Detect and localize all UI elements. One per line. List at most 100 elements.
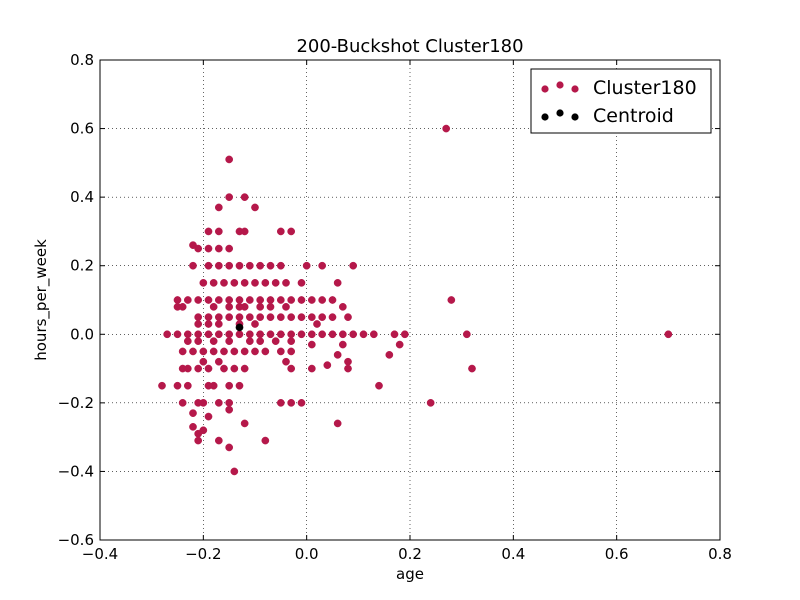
data-point [271,279,280,287]
data-point [235,330,244,339]
data-point [183,381,192,390]
data-point [178,347,187,356]
legend-entry: Cluster180 [541,77,697,99]
legend-box [530,68,712,134]
legend-marker [571,85,579,93]
data-point [194,364,203,373]
y-tick-label: 0.6 [70,120,94,138]
data-point [344,313,352,321]
data-points [158,124,673,476]
data-point [318,330,327,339]
data-point [307,296,316,304]
data-point [256,303,265,311]
data-point [385,351,394,359]
data-point [333,419,342,428]
data-point [173,381,182,390]
data-point [209,347,218,356]
data-point [235,381,244,390]
data-point [214,330,223,339]
data-point [199,426,208,435]
data-point [276,227,285,236]
data-point [225,330,234,339]
data-point [266,303,275,311]
data-point [287,313,296,321]
data-point [426,399,435,407]
data-point [333,351,342,359]
data-point [194,337,203,345]
data-point [287,399,296,407]
data-point [318,296,327,304]
data-point [318,261,327,270]
data-point [204,261,213,270]
data-point [266,296,275,304]
data-point [287,347,296,356]
data-point [318,313,327,321]
legend-entry: Centroid [541,105,674,127]
data-point [462,330,471,339]
legend-marker [556,81,564,89]
data-point [240,364,249,373]
y-tick-label: −0.2 [58,394,94,412]
data-point [173,330,182,339]
data-point [369,330,378,339]
data-point [266,330,275,339]
data-point [307,340,316,349]
data-point [302,261,311,270]
data-point [245,261,254,270]
data-point [251,320,259,328]
data-point [220,347,228,356]
chart-title: 200-Buckshot Cluster180 [296,36,523,57]
data-point [307,313,316,321]
data-point [230,347,239,356]
data-point [251,203,259,212]
data-point [261,436,270,445]
data-point [199,347,208,356]
data-point [297,313,306,321]
data-point [240,347,249,356]
data-point [209,303,218,311]
data-point [256,313,265,321]
data-point [183,364,192,373]
data-point [349,261,358,270]
x-tick-label: −0.2 [185,545,221,563]
data-point [400,330,409,339]
legend-marker [571,113,579,121]
data-point [287,296,296,304]
data-point [183,296,192,304]
data-point [235,313,244,321]
data-point [266,261,275,270]
data-point [344,357,352,366]
data-point [447,296,456,304]
data-point [158,381,166,390]
data-point [235,296,244,304]
data-point [276,330,285,339]
data-point [214,227,223,236]
x-tick-label: 0.2 [398,545,422,563]
y-tick-label: 0.0 [70,325,94,343]
data-point [183,330,192,339]
data-point [214,203,223,212]
legend-marker [556,109,564,117]
data-point [235,261,244,270]
x-axis-label: age [396,565,424,583]
data-point [359,330,368,339]
legend-marker [541,85,549,93]
data-point [199,357,208,366]
data-point [178,303,187,311]
data-point [276,296,285,304]
data-point [245,296,254,304]
centroid-point [235,323,244,332]
data-point [240,419,249,428]
data-point [271,337,280,345]
data-point [261,279,270,287]
data-point [442,124,451,133]
data-point [178,399,187,407]
data-point [313,320,321,328]
x-tick-label: 0.6 [605,545,629,563]
data-point [323,361,332,369]
data-point [251,279,259,287]
data-point [214,313,223,321]
data-point [297,279,306,287]
data-point [163,330,172,339]
y-tick-label: −0.4 [58,462,94,480]
